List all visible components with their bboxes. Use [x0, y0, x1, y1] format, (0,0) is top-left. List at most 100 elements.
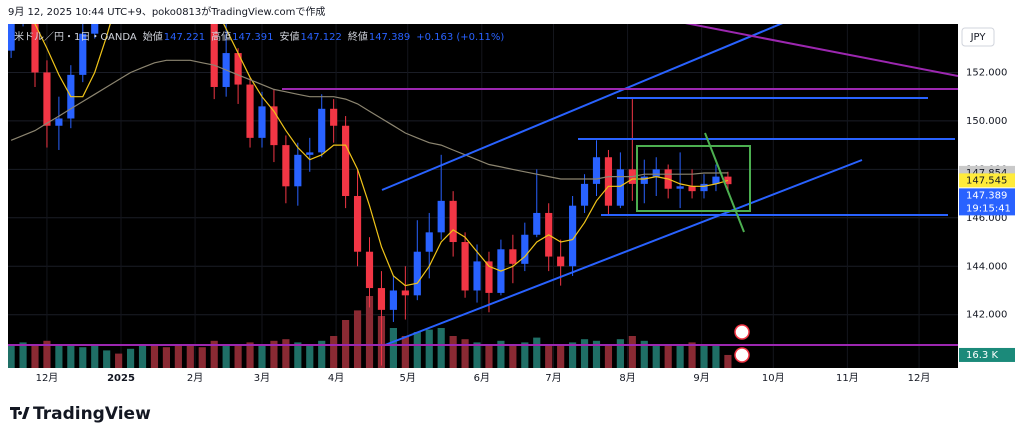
- candle-body: [377, 288, 386, 310]
- currency-box: [961, 27, 995, 47]
- volume-bar: [79, 347, 87, 368]
- volume-bar: [162, 347, 170, 368]
- y-tick-label: 146.000: [966, 213, 1007, 224]
- volume-bar: [55, 344, 63, 368]
- volume-bar: [485, 344, 493, 368]
- brand: TradingView: [33, 404, 151, 424]
- volume-bar: [103, 350, 111, 368]
- legend-header: 米ドル／円・1日・OANDA 始値 147.221 高値 147.391 安値 147.12…: [14, 30, 504, 43]
- volume-bar: [126, 348, 135, 368]
- volume-bar: [8, 345, 15, 368]
- volume-bar: [533, 337, 541, 368]
- candle-body: [342, 125, 350, 196]
- candle-body: [389, 290, 397, 310]
- volume-bar: [294, 342, 302, 368]
- logo-icon: [10, 407, 30, 419]
- x-tick-label: 5月: [400, 372, 416, 384]
- candle-body: [210, 24, 218, 87]
- candle-body: [79, 33, 87, 75]
- grid-layer: [8, 24, 958, 368]
- candle-body: [294, 154, 302, 187]
- candle-body: [413, 251, 421, 296]
- volume-bar: [473, 342, 481, 368]
- candle-body: [604, 157, 613, 206]
- candle-body: [401, 290, 409, 296]
- candle-body: [557, 256, 565, 267]
- x-tick-label: 2月: [187, 372, 203, 384]
- volume-badge-bg: [959, 347, 1015, 362]
- volume-bar: [413, 332, 421, 368]
- volume-bar: [509, 344, 517, 368]
- volume-bar: [306, 344, 314, 368]
- volume-bar: [557, 345, 565, 368]
- volume-bar: [234, 345, 242, 368]
- caption: 9月 12, 2025 10:44 UTC+9、poko0813がTrading…: [8, 5, 325, 18]
- candle-body: [676, 186, 684, 189]
- volume-bar: [210, 340, 218, 368]
- candle-body: [461, 242, 469, 291]
- candle-body: [580, 183, 589, 206]
- volume-bar: [449, 336, 457, 368]
- currency: JPY: [970, 32, 987, 43]
- volume-bar: [150, 345, 159, 368]
- ma-short-badge-bg: [959, 173, 1015, 188]
- x-tick-label: 10月: [762, 372, 785, 384]
- moving-average: [10, 59, 728, 180]
- header-high-label: 高値: [211, 30, 231, 43]
- header-close: 147.389: [369, 32, 410, 43]
- ma-short-badge: 147.545: [966, 175, 1007, 186]
- volume-bar: [19, 342, 27, 368]
- volume-bar: [425, 329, 433, 368]
- volume-bar: [31, 344, 39, 368]
- last-price: 147.389: [966, 190, 1007, 201]
- volume-bar: [115, 353, 123, 368]
- volume-bar: [688, 342, 696, 368]
- trend-line: [685, 24, 958, 77]
- event-icons: [734, 324, 750, 363]
- candle-body: [234, 53, 242, 85]
- candle-body: [640, 176, 648, 184]
- candle-body: [521, 234, 529, 264]
- x-tick-label: 8月: [619, 372, 635, 384]
- drawings: [8, 24, 958, 363]
- candle-body: [652, 169, 660, 177]
- y-tick-label: 144.000: [966, 261, 1007, 272]
- volume-bar: [664, 345, 672, 368]
- header-change: +0.163 (+0.11%): [416, 32, 504, 43]
- price-layer: [8, 24, 732, 366]
- range-box: [636, 145, 751, 212]
- x-tick-label: 3月: [254, 372, 270, 384]
- header-close-label: 終値: [348, 30, 368, 43]
- volume-bar: [497, 340, 505, 368]
- candle-body: [700, 183, 708, 192]
- volume-bar: [389, 328, 397, 368]
- y-tick-label: 152.000: [966, 67, 1007, 78]
- candle-body: [449, 200, 457, 243]
- candle-body: [509, 249, 517, 264]
- candle-body: [569, 205, 577, 267]
- candle-body: [330, 108, 338, 126]
- volume-badge: 16.3 K: [966, 350, 998, 361]
- y-tick-label: 150.000: [966, 116, 1007, 127]
- x-tick-label: 11月: [836, 372, 859, 384]
- volume-bar: [222, 344, 230, 368]
- candle-body: [592, 157, 601, 184]
- volume-bar: [258, 344, 266, 368]
- x-tick-label: 12月: [36, 372, 59, 384]
- volume-bar: [592, 340, 601, 368]
- candle-body: [270, 106, 278, 146]
- header-low-label: 安値: [279, 30, 299, 43]
- volume-bar: [330, 336, 338, 368]
- header-high: 147.391: [232, 32, 273, 43]
- volume-bar: [365, 296, 374, 368]
- header-low: 147.122: [300, 32, 341, 43]
- candle-body: [306, 152, 314, 155]
- candle-body: [43, 72, 51, 126]
- x-tick-label: 12月: [908, 372, 931, 384]
- volume-bar: [318, 340, 326, 368]
- candle-body: [282, 145, 290, 187]
- volume-bar: [138, 344, 147, 368]
